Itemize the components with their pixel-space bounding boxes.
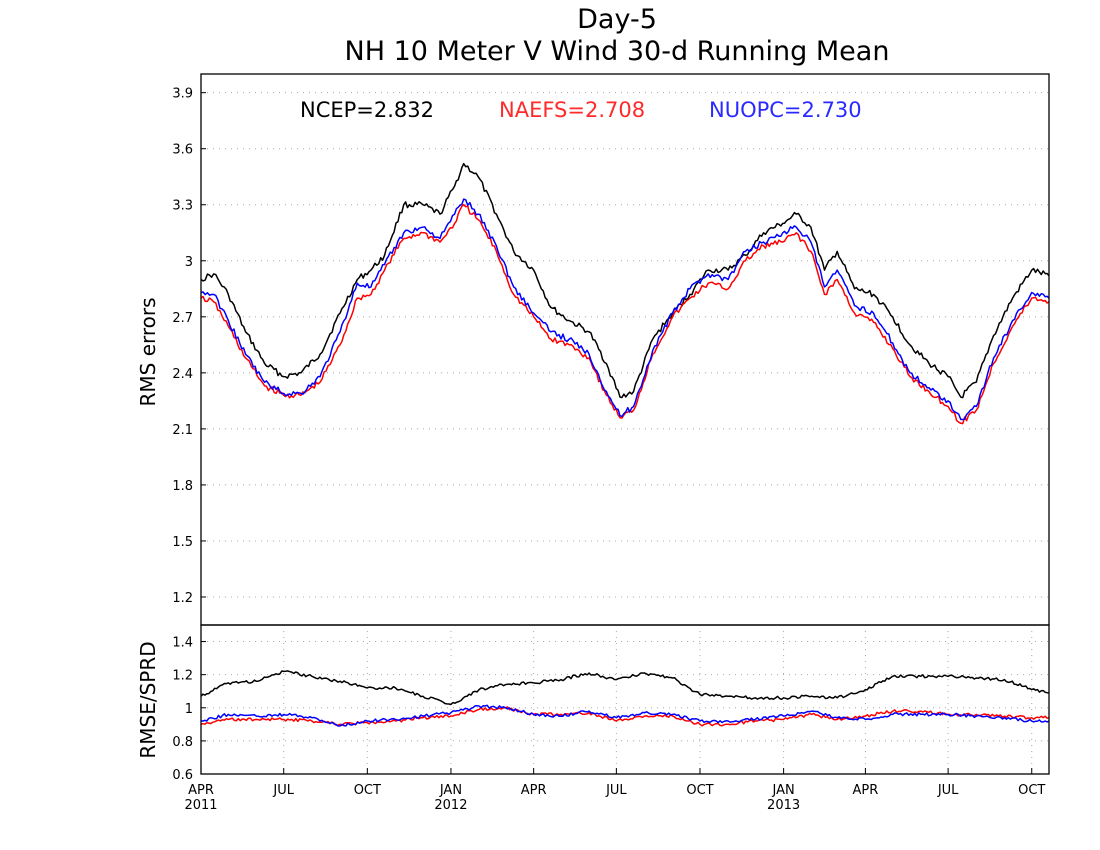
x-tick-label: OCT bbox=[1018, 783, 1045, 798]
x-year-label: 2011 bbox=[184, 798, 217, 813]
nuopc-summary-label: NUOPC=2.730 bbox=[709, 98, 862, 122]
x-year-label: 2013 bbox=[767, 798, 800, 813]
series-line-naefs bbox=[200, 203, 1050, 425]
x-tick-label: JUL bbox=[272, 783, 294, 798]
x-year-label: 2012 bbox=[434, 798, 467, 813]
y-tick-label: 1.2 bbox=[172, 669, 193, 684]
y-tick-label: 3 bbox=[185, 255, 193, 270]
series-line-nuopc bbox=[200, 198, 1050, 421]
y-tick-label: 2.7 bbox=[172, 311, 193, 326]
y-tick-label: 1.4 bbox=[172, 636, 193, 651]
y-tick-label: 0.8 bbox=[172, 735, 193, 750]
chart-subtitle: NH 10 Meter V Wind 30-d Running Mean bbox=[345, 36, 890, 67]
main-y-axis-label: RMS errors bbox=[136, 297, 160, 406]
y-tick-label: 3.3 bbox=[172, 199, 193, 214]
x-tick-label: APR bbox=[188, 783, 214, 798]
series-line-nuopc bbox=[201, 704, 1050, 727]
series-line-ncep bbox=[200, 162, 1050, 399]
y-tick-label: 3.9 bbox=[172, 87, 193, 102]
chart-title: Day-5 bbox=[577, 4, 657, 35]
x-tick-label: APR bbox=[521, 783, 547, 798]
y-tick-label: 0.6 bbox=[172, 768, 193, 783]
x-tick-label: JAN bbox=[771, 783, 794, 798]
y-tick-label: 2.4 bbox=[172, 367, 193, 382]
ratio-y-axis-label: RMSE/SPRD bbox=[136, 641, 160, 758]
ncep-summary-label: NCEP=2.832 bbox=[300, 98, 434, 122]
naefs-summary-label: NAEFS=2.708 bbox=[499, 98, 645, 122]
x-tick-label: OCT bbox=[354, 783, 381, 798]
y-tick-label: 1 bbox=[185, 702, 193, 717]
y-tick-label: 1.8 bbox=[172, 479, 193, 494]
series-line-ncep bbox=[200, 670, 1050, 706]
x-tick-label: APR bbox=[853, 783, 879, 798]
ratio-plot-frame bbox=[200, 624, 1050, 775]
y-tick-label: 1.2 bbox=[172, 591, 193, 606]
x-tick-label: JUL bbox=[605, 783, 627, 798]
main-plot-frame bbox=[200, 73, 1050, 626]
x-tick-label: OCT bbox=[686, 783, 713, 798]
x-tick-label: JAN bbox=[439, 783, 462, 798]
y-tick-label: 2.1 bbox=[172, 423, 193, 438]
x-tick-label: JUL bbox=[937, 783, 959, 798]
y-tick-label: 3.6 bbox=[172, 143, 193, 158]
y-tick-label: 1.5 bbox=[172, 535, 193, 550]
